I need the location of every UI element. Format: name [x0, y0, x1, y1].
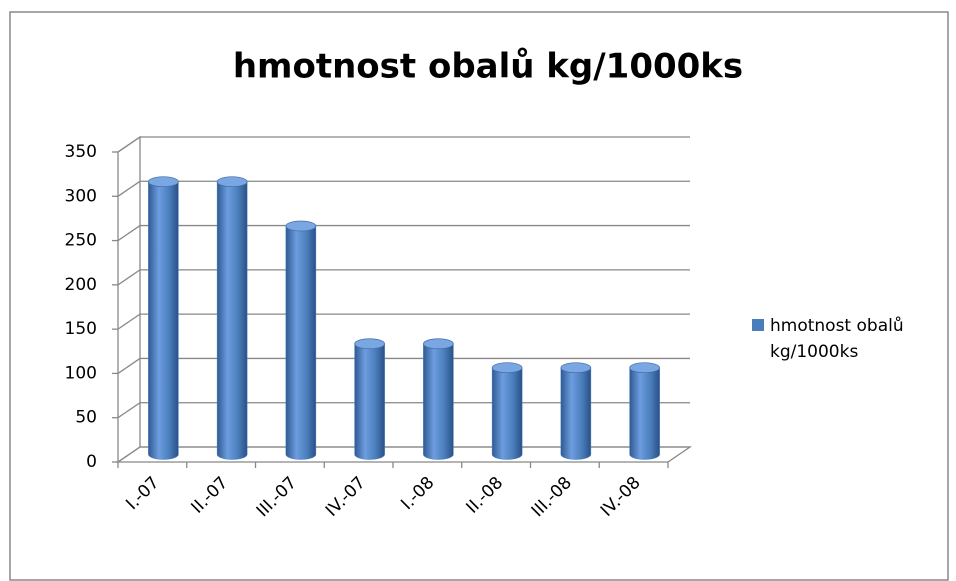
bar-top: [148, 176, 179, 188]
chart-title: hmotnost obalů kg/1000ks: [233, 47, 743, 87]
bar: [148, 181, 179, 460]
grid-line: [117, 136, 690, 153]
bar-top: [216, 176, 248, 188]
y-tick-label: 100: [65, 363, 97, 383]
grid-line: [117, 180, 690, 197]
bar-top: [629, 362, 660, 374]
bar: [491, 367, 523, 460]
y-tick-label: 0: [86, 452, 97, 472]
bar-top: [491, 362, 523, 374]
y-tick-label: 150: [65, 319, 97, 339]
bar-top: [354, 338, 385, 350]
y-tick-label: 250: [65, 231, 97, 251]
y-tick-label: 350: [65, 142, 97, 162]
y-tick-label: 50: [75, 408, 97, 428]
bar: [629, 367, 660, 460]
bar: [285, 225, 317, 460]
bar: [423, 343, 454, 460]
grid-line: [117, 269, 690, 286]
y-tick-label: 300: [65, 186, 97, 206]
legend-swatch: [752, 319, 764, 331]
grid-line: [117, 357, 690, 374]
bar-top: [423, 338, 454, 350]
legend-label: hmotnost obalů kg/1000ks: [770, 316, 904, 362]
bar: [560, 367, 592, 460]
grid-line: [117, 224, 690, 242]
bar: [354, 343, 385, 460]
y-tick-label: 200: [65, 275, 97, 295]
bar-top: [560, 362, 592, 374]
bar: [216, 181, 248, 460]
bar-top: [285, 220, 317, 232]
grid-line: [117, 313, 690, 330]
